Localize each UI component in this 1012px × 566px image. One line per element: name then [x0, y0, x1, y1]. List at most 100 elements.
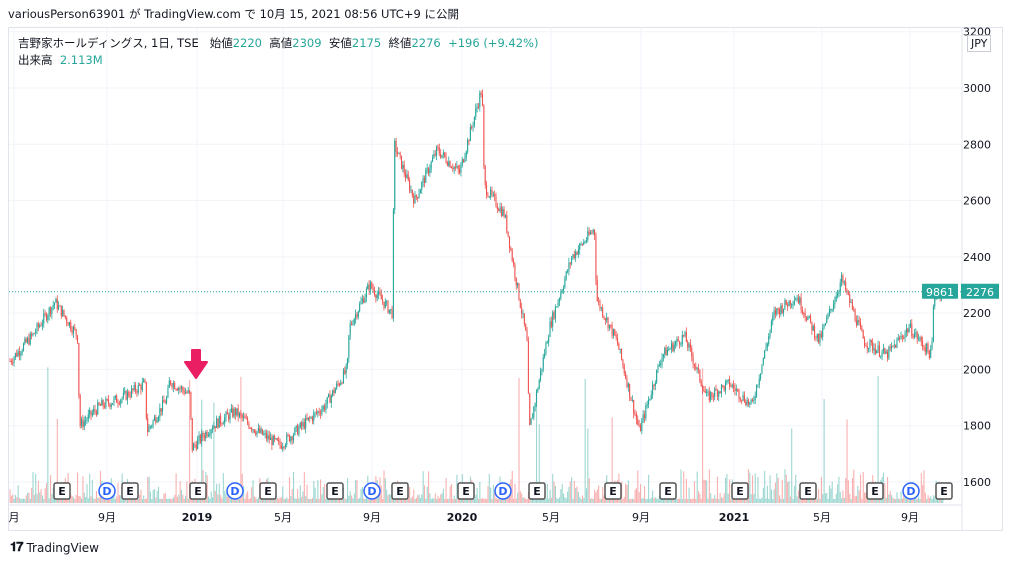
candle-body [116, 395, 118, 403]
candle-body [184, 392, 187, 394]
volume-bar [700, 498, 702, 503]
candle-body [510, 247, 512, 251]
volume-bar [78, 496, 80, 503]
candle-body [164, 402, 166, 404]
candle-body [859, 322, 862, 328]
candle-body [464, 157, 466, 162]
volume-bar [649, 498, 651, 503]
dividend-marker-label: D [367, 485, 376, 498]
candle-body [800, 297, 802, 311]
candle-body [503, 209, 505, 217]
volume-bar [174, 494, 176, 503]
volume-bar [734, 498, 736, 503]
volume-bar [340, 498, 342, 503]
volume-bar [673, 498, 675, 503]
volume-bar [122, 498, 124, 503]
candle-body [218, 415, 220, 428]
candle-body [805, 317, 808, 321]
volume-bar [116, 496, 118, 503]
candle-body [822, 328, 824, 337]
x-tick-label: 9月 [632, 511, 650, 524]
candle-body [639, 425, 641, 432]
candle-body [602, 307, 604, 317]
volume-bar [556, 498, 558, 503]
volume-bar [329, 498, 331, 503]
candle-body [351, 323, 353, 325]
candle-body [365, 289, 367, 298]
volume-bar [561, 483, 563, 503]
currency-button[interactable]: JPY [967, 35, 992, 52]
volume-bar [172, 497, 174, 503]
volume-bar [151, 498, 153, 503]
volume-bar [703, 479, 705, 503]
volume-bar [311, 497, 313, 503]
volume-bar [727, 493, 729, 503]
volume-bar [23, 498, 25, 503]
candle-body [882, 348, 884, 352]
volume-bar [414, 498, 416, 503]
candle-body [51, 307, 53, 315]
volume-bar [932, 495, 934, 503]
candle-body [885, 351, 887, 354]
candle-body [224, 417, 226, 424]
volume-bar [36, 493, 38, 503]
candle-body [762, 358, 764, 365]
candle-body [523, 313, 525, 325]
volume-bar [780, 498, 782, 503]
candle-body [895, 344, 897, 348]
candle-body [27, 338, 29, 343]
candle-body [25, 338, 27, 343]
volume-bar [781, 479, 783, 503]
candle-body [892, 345, 894, 347]
symbol-title[interactable]: 吉野家ホールディングス, 1日, TSE [18, 36, 199, 50]
volume-bar [761, 497, 763, 503]
candle-body [35, 331, 37, 334]
volume-bar [576, 486, 578, 503]
volume-bar [626, 485, 628, 503]
volume-bar [187, 498, 189, 503]
candle-body [98, 402, 100, 405]
candle-body [697, 367, 700, 370]
candle-body [209, 434, 211, 436]
candle-body [831, 309, 833, 311]
candle-body [417, 197, 419, 199]
candle-body [102, 400, 104, 407]
candle-body [137, 384, 139, 393]
volume-bar [132, 498, 134, 503]
volume-bar [684, 498, 686, 503]
footer-brand[interactable]: 𝟏𝟕 TradingView [10, 540, 99, 555]
candle-body [452, 167, 454, 170]
candle-body [764, 350, 766, 359]
volume-bar [779, 495, 781, 503]
candle-body [170, 380, 172, 385]
earnings-marker-label: E [609, 485, 617, 498]
volume-bar [899, 498, 901, 503]
volume-bar [548, 498, 550, 503]
candle-body [680, 343, 682, 345]
volume-bar [533, 498, 535, 503]
candle-body [618, 343, 620, 350]
candle-body [260, 429, 262, 433]
volume-bar [407, 498, 409, 503]
candle-body [857, 320, 859, 326]
candle-body [399, 152, 401, 156]
chart-pane[interactable] [8, 27, 1003, 531]
volume-bar [450, 483, 453, 503]
candle-body [657, 365, 659, 370]
x-tick-label: 9月 [901, 511, 919, 524]
candle-body [824, 323, 826, 326]
candle-body [861, 327, 863, 331]
candle-body [768, 336, 770, 344]
volume-bar [563, 493, 565, 503]
candle-body [731, 384, 733, 387]
volume-bar [33, 494, 35, 503]
candle-body [378, 291, 380, 295]
candle-body [179, 388, 181, 390]
volume-bar [804, 498, 806, 503]
candle-body [691, 348, 693, 357]
candle-body [375, 295, 377, 299]
volume-bar [253, 496, 255, 503]
candle-body [238, 412, 241, 417]
low-label: 安値 [328, 36, 352, 50]
